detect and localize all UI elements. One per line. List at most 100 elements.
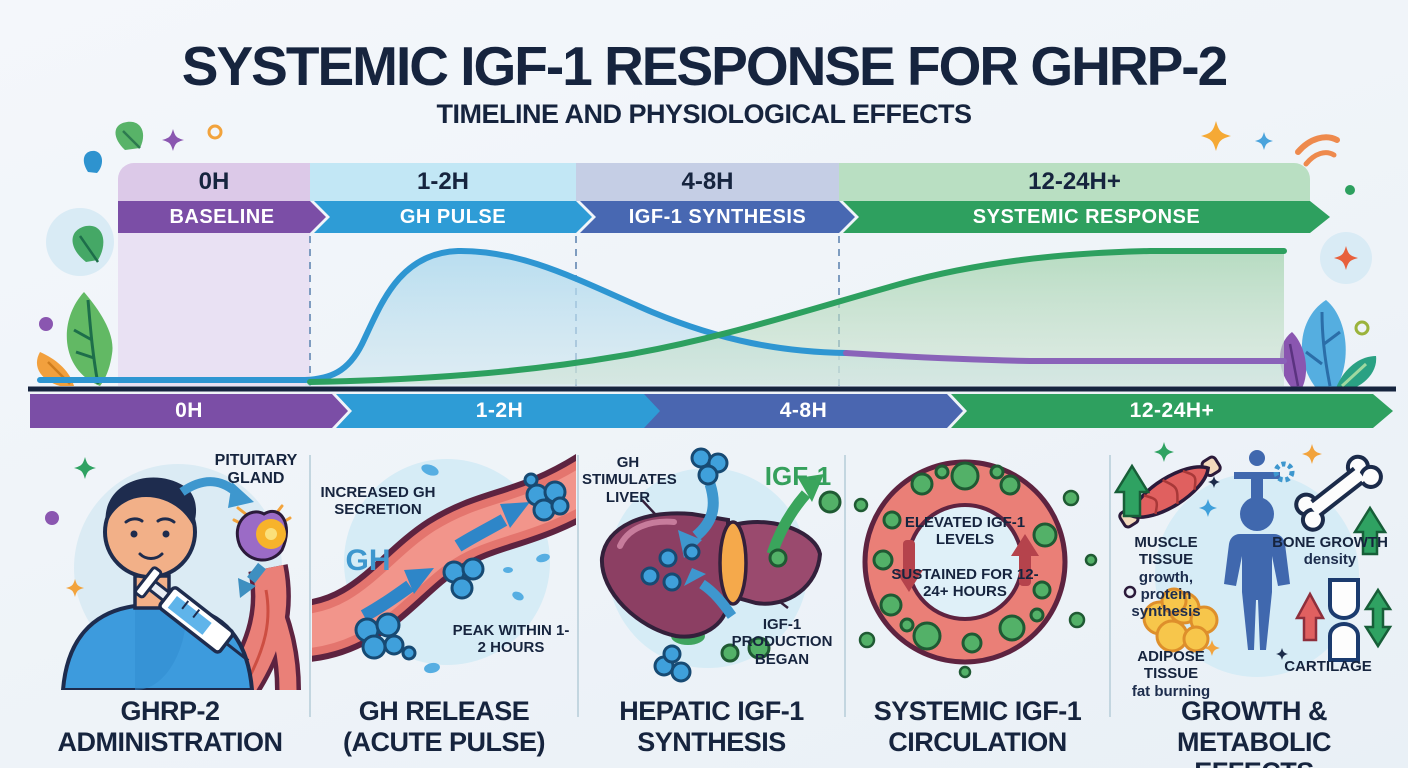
sparkle-icon <box>74 457 96 479</box>
up-arrow-icon <box>1352 505 1388 556</box>
panel-caption: HEPATIC IGF-1 SYNTHESIS <box>580 696 843 757</box>
axis-tick-label: 1-2H <box>475 399 524 422</box>
label-line: MUSCLE TISSUE <box>1134 534 1198 569</box>
gh-curve <box>37 247 849 383</box>
phase-time-systemic: 12-24H+ <box>839 163 1310 201</box>
label-sub: density <box>1303 551 1357 569</box>
panel-growth-effects: MUSCLE TISSUE growth, protein synthesis … <box>1112 440 1396 768</box>
panel-caption: GROWTH & METABOLIC EFFECTS <box>1112 696 1396 768</box>
response-chart <box>28 233 1396 392</box>
page-title: SYSTEMIC IGF-1 RESPONSE FOR GHRP-2 <box>181 35 1228 97</box>
panel-caption: SYSTEMIC IGF-1 CIRCULATION <box>847 696 1108 757</box>
ring-icon <box>1123 585 1137 599</box>
label-sub: fat burning <box>1131 682 1211 700</box>
increased-gh-secretion-label: INCREASED GH SECRETION <box>320 484 436 519</box>
axis-segment-0h: 0H <box>30 394 348 428</box>
circulation-ring-icon <box>862 459 1068 665</box>
flow-arrow-icon <box>360 502 530 622</box>
caption-line: GH RELEASE <box>358 696 530 726</box>
caption-line: EFFECTS <box>1112 757 1396 768</box>
adipose-tissue-label: ADIPOSE TISSUE fat burning <box>1112 648 1230 700</box>
bone-icon <box>1294 454 1383 532</box>
phase-band-gh-pulse: GH PULSE <box>314 201 592 233</box>
label-line: ADIPOSE TISSUE <box>1137 648 1205 683</box>
igf1-curve-area <box>310 251 1284 386</box>
double-arrow-icon <box>1363 587 1393 649</box>
axis-segment-4-8h: 4-8H <box>644 394 963 428</box>
circulation-arrows-icon <box>895 534 1039 592</box>
panel-caption: GH RELEASE (ACUTE PULSE) <box>312 696 576 757</box>
up-arrow-red-icon <box>1294 591 1326 642</box>
page-subtitle: TIMELINE AND PHYSIOLOGICAL EFFECTS <box>436 99 972 129</box>
phase-time-gh-pulse: 1-2H <box>310 163 576 201</box>
axis-tick-label: 0H <box>175 399 203 422</box>
phase-band-systemic: SYSTEMIC RESPONSE <box>843 201 1330 233</box>
axis-segment-12-24h: 12-24H+ <box>951 394 1393 428</box>
phase-band-igf1-synthesis: IGF-1 SYNTHESIS <box>580 201 855 233</box>
axis-tick-label: 4-8H <box>779 399 828 422</box>
up-arrow-icon <box>1113 463 1151 518</box>
adipose-icon <box>1142 587 1219 653</box>
hepatic-igf1-illustration <box>599 447 842 683</box>
gh-label: GH <box>345 544 391 577</box>
person-icon <box>60 477 255 690</box>
decor-leaves-right <box>1280 300 1377 390</box>
panel-gh-release: INCREASED GH SECRETION GH PEAK WITHIN 1-… <box>312 440 576 765</box>
phase-time-igf1-synthesis: 4-8H <box>576 163 839 201</box>
phase-band-label: SYSTEMIC RESPONSE <box>972 205 1201 228</box>
growth-effects-illustration <box>1113 442 1393 677</box>
arrow-to-vessel-icon <box>238 562 266 598</box>
caption-line: SYNTHESIS <box>637 726 786 757</box>
peak-within-label: PEAK WITHIN 1-2 HOURS <box>452 622 570 657</box>
igf1-molecules-icon <box>720 490 842 663</box>
igf1-label: IGF-1 <box>764 461 832 491</box>
sustained-label: SUSTAINED FOR 12-24+ HOURS <box>891 566 1039 601</box>
baseline-region-fill <box>118 233 310 386</box>
label-sub: growth, protein synthesis <box>1131 568 1201 621</box>
igf1-out-arrow-icon <box>766 474 824 556</box>
stray-molecules-icon <box>421 464 550 674</box>
igf1-molecules-icon <box>872 461 1058 654</box>
gh-stimulates-liver-label: GH STIMULATES LIVER <box>582 454 677 506</box>
phase-band-baseline: BASELINE <box>118 201 326 233</box>
panel-divider <box>844 455 846 717</box>
phase-time-label: 1-2H <box>416 168 470 195</box>
gh-molecules-icon <box>640 447 729 683</box>
sparkle-icon <box>1302 444 1322 464</box>
phase-time-label: 0H <box>198 168 230 195</box>
panel-caption: GHRP-2 ADMINISTRATION <box>30 696 310 757</box>
igf1-production-label: IGF-1 PRODUCTION BEGAN <box>731 616 833 668</box>
phase-time-label: 12-24H+ <box>1028 168 1121 195</box>
panel-systemic-circulation: ELEVATED IGF-1 LEVELS SUSTAINED FOR 12-2… <box>847 440 1108 765</box>
decor-sparkles-right <box>1201 121 1372 336</box>
cartilage-joint-icon <box>1328 578 1360 662</box>
label-line: BONE GROWTH <box>1272 534 1388 551</box>
gh-release-illustration <box>312 453 576 674</box>
dot-icon <box>45 511 59 525</box>
axis-tick-label: 12-24H+ <box>1129 399 1215 422</box>
panel-divider <box>577 455 579 717</box>
gh-tail-curve <box>843 350 1287 364</box>
caption-line: GHRP-2 <box>120 696 220 726</box>
pituitary-gland-icon <box>232 504 292 562</box>
cartilage-label: CARTILAGE <box>1284 658 1372 675</box>
caption-line: HEPATIC IGF-1 <box>619 696 804 726</box>
pituitary-gland-label: PITUITARY GLAND <box>214 452 298 488</box>
caption-line: (ACUTE PULSE) <box>343 726 546 757</box>
phase-band-label: BASELINE <box>169 205 275 228</box>
caption-line: GROWTH & METABOLIC <box>1177 696 1331 757</box>
phase-time-label: 4-8H <box>681 168 734 195</box>
caption-line: CIRCULATION <box>888 726 1067 757</box>
bone-growth-label: BONE GROWTH density <box>1272 534 1388 569</box>
panel-ghrp2-administration: PITUITARY GLAND GHRP-2 ADMINISTRATION <box>30 440 310 765</box>
igf1-curve <box>307 248 1287 385</box>
igf1-molecules-outside-icon <box>853 489 1098 679</box>
gh-curve-area <box>305 250 1284 386</box>
panel-hepatic-igf1: GH STIMULATES LIVER IGF-1 IGF-1 PRODUCTI… <box>580 440 843 765</box>
small-figure-icon <box>1234 450 1280 498</box>
elevated-igf1-label: ELEVATED IGF-1 LEVELS <box>904 514 1026 549</box>
muscle-tissue-label: MUSCLE TISSUE growth, protein synthesis <box>1112 534 1220 620</box>
phase-time-baseline: 0H <box>118 163 310 201</box>
human-silhouette-icon <box>1224 497 1290 650</box>
